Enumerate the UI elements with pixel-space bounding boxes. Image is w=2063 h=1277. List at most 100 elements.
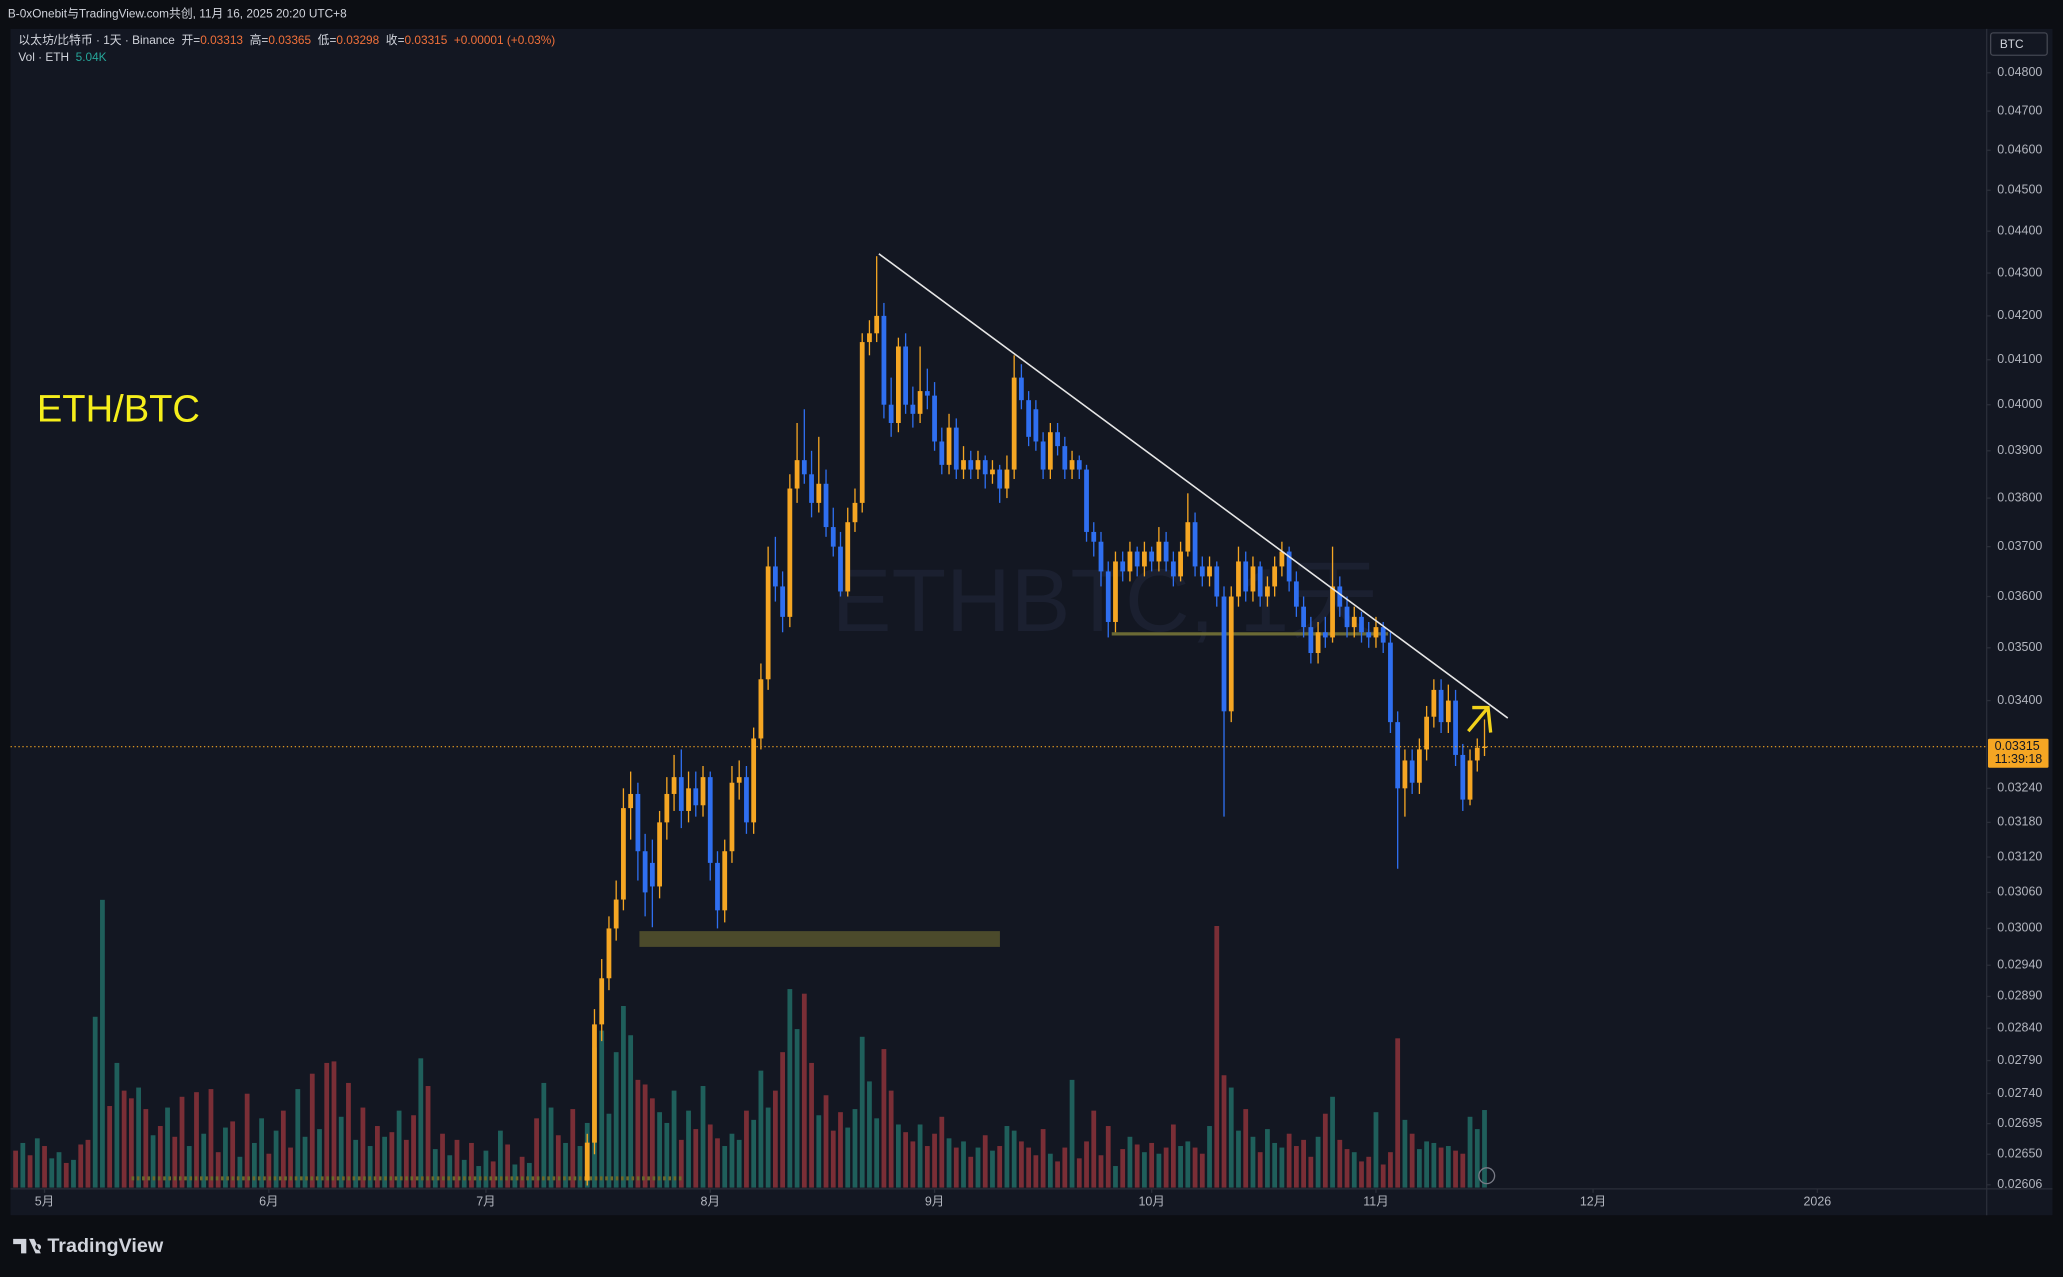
candle-body — [1105, 571, 1111, 622]
volume-bar — [1351, 1152, 1357, 1188]
volume-bar — [1322, 1113, 1328, 1188]
candle-body — [1272, 566, 1278, 587]
candle-body — [592, 1024, 597, 1143]
volume-bar — [1460, 1153, 1466, 1188]
volume-bar — [309, 1073, 315, 1188]
candle-body — [1438, 689, 1444, 723]
volume-bar — [700, 1086, 706, 1188]
currency-button[interactable] — [1989, 32, 2048, 56]
volume-bar — [302, 1136, 308, 1188]
volume-bar — [563, 1142, 568, 1188]
volume-bar — [961, 1141, 966, 1188]
volume-bar — [1178, 1146, 1183, 1188]
volume-bar — [1366, 1156, 1372, 1188]
candle-body — [1120, 561, 1126, 572]
volume-bar — [194, 1092, 199, 1188]
volume-bar — [910, 1141, 916, 1188]
volume-bar — [266, 1153, 272, 1188]
volume-bar — [722, 1146, 728, 1188]
volume-bar — [411, 1115, 416, 1188]
legend-line: 以太坊/比特币 · 1天 · Binance 开=0.03313 高=0.03365… — [18, 33, 555, 47]
volume-bar — [1402, 1119, 1408, 1188]
volume-bar — [1019, 1141, 1024, 1188]
volume-bar — [78, 1144, 84, 1188]
volume-bar — [621, 1006, 626, 1188]
volume-bar — [20, 1142, 26, 1188]
candle-body — [1185, 522, 1191, 552]
candle-body — [1366, 632, 1372, 638]
candle-body — [1315, 632, 1321, 654]
candle-body — [722, 851, 728, 911]
volume-bar — [1062, 1147, 1068, 1188]
candle-body — [1011, 377, 1017, 470]
volume-bar — [71, 1159, 76, 1188]
volume-bar — [42, 1146, 47, 1188]
volume-bar — [1142, 1152, 1147, 1188]
volume-bar — [440, 1133, 445, 1188]
volume-bar — [1453, 1150, 1458, 1188]
volume-bar — [49, 1158, 55, 1188]
change: +0.00001 (+0.03%) — [454, 33, 555, 47]
volume-bar — [780, 1052, 785, 1188]
y-tick-label: 0.03060 — [1997, 885, 2042, 899]
volume-bar — [628, 1035, 634, 1188]
volume-bar — [1084, 1141, 1089, 1188]
volume-bar — [678, 1139, 684, 1188]
candle-body — [1250, 566, 1256, 592]
volume-bar — [1149, 1142, 1155, 1188]
volume-bar — [201, 1133, 207, 1188]
volume-bar — [375, 1126, 380, 1188]
replay-icon — [1478, 1167, 1496, 1185]
volume-bar — [1055, 1161, 1060, 1188]
candle-body — [1113, 561, 1118, 622]
candle-body — [744, 777, 749, 823]
candle-body — [809, 474, 814, 503]
volume-bar — [490, 1161, 496, 1188]
candle-body — [1192, 522, 1198, 567]
volume-bar — [707, 1124, 713, 1188]
volume-bar — [1482, 1110, 1487, 1188]
volume-bar — [338, 1116, 344, 1188]
volume-bar — [1199, 1153, 1205, 1188]
candle-body — [1033, 409, 1039, 442]
volume-bar — [1243, 1109, 1249, 1188]
volume-bar — [1257, 1152, 1263, 1188]
volume-bar — [512, 1164, 518, 1188]
candle-body — [1098, 541, 1104, 572]
volume-bar — [823, 1095, 829, 1188]
volume-bar — [295, 1089, 301, 1188]
volume-value: 5.04K — [76, 50, 107, 64]
candle-body — [1019, 377, 1024, 401]
volume-legend: Vol · ETH 5.04K — [18, 50, 106, 64]
y-tick-label: 0.02940 — [1997, 958, 2042, 972]
candle-body — [1026, 400, 1032, 437]
candle-body — [1069, 460, 1075, 470]
volume-bar — [794, 1029, 800, 1188]
volume-bar — [230, 1121, 236, 1188]
y-tick-label: 0.04500 — [1997, 183, 2042, 197]
volume-bar — [150, 1135, 156, 1188]
candle-body — [1170, 561, 1176, 577]
ohlc-value: 0.03315 — [405, 33, 448, 47]
y-tick-label: 0.04800 — [1997, 65, 2042, 79]
x-tick-label: 9月 — [925, 1194, 944, 1208]
ohlc-label: 收= — [386, 33, 405, 47]
volume-bar — [367, 1146, 373, 1188]
price-axis — [1986, 28, 2053, 1189]
y-tick-label: 0.02695 — [1997, 1116, 2042, 1130]
candle-body — [1337, 586, 1343, 607]
candle-body — [1424, 716, 1430, 750]
candle-body — [1221, 596, 1227, 712]
volume-bar — [613, 1052, 619, 1188]
volume-bar — [736, 1139, 742, 1188]
volume-bar — [838, 1112, 843, 1188]
volume-bar — [548, 1107, 554, 1188]
candle-body — [1062, 446, 1068, 470]
candle-body — [1265, 586, 1270, 597]
volume-bar — [997, 1146, 1003, 1188]
volume-bar — [215, 1152, 221, 1188]
volume-bar — [1388, 1152, 1393, 1188]
candle-body — [968, 460, 974, 470]
